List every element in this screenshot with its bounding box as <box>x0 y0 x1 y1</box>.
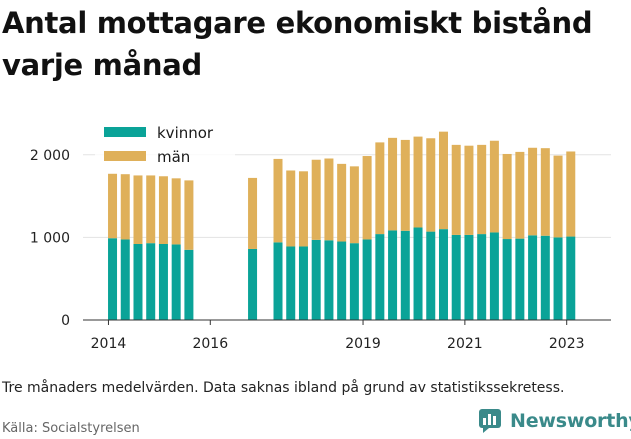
chart-title: Antal mottagare ekonomiskt bistånd varje… <box>2 6 593 82</box>
bar-man <box>286 170 296 247</box>
bar-kvinnor <box>171 244 181 320</box>
bar-kvinnor <box>184 249 194 320</box>
y-tick-label: 1 000 <box>30 230 70 246</box>
bar-man <box>413 136 423 228</box>
bar-man <box>349 166 359 244</box>
bar-man <box>324 158 334 241</box>
bar-kvinnor <box>388 230 398 320</box>
bar-man <box>298 171 308 247</box>
bar-man <box>375 142 385 235</box>
bar-kvinnor <box>413 227 423 320</box>
bar-kvinnor <box>502 239 512 320</box>
legend-swatch <box>104 151 146 161</box>
y-tick-label: 2 000 <box>30 148 70 164</box>
bar-kvinnor <box>158 244 168 320</box>
stacked-bar-chart: 0 1 000 2 000 2014 2016 2019 2021 2023 kvinnor mä… <box>30 120 611 352</box>
bar-kvinnor <box>451 234 461 320</box>
bar-kvinnor <box>489 232 499 320</box>
bar-kvinnor <box>362 239 372 320</box>
bar-man <box>426 138 436 232</box>
bar-kvinnor <box>286 246 296 320</box>
x-tick-label: 2016 <box>192 336 228 352</box>
bar-kvinnor <box>311 239 321 320</box>
bar-kvinnor <box>515 238 525 320</box>
x-tick-label: 2014 <box>91 336 127 352</box>
bar-kvinnor <box>337 241 347 320</box>
bar-kvinnor <box>540 235 550 320</box>
legend-swatch <box>104 127 146 137</box>
bar-man <box>362 156 372 240</box>
bar-man <box>120 174 130 240</box>
bar-man <box>184 180 194 250</box>
x-tick-label: 2021 <box>447 336 483 352</box>
bar-man <box>171 178 181 245</box>
bar-man <box>566 151 576 237</box>
bar-man <box>515 151 525 239</box>
x-tick-label: 2019 <box>345 336 381 352</box>
bar-man <box>477 144 487 235</box>
bar-kvinnor <box>298 246 308 320</box>
bar-kvinnor <box>438 229 448 320</box>
bar-kvinnor <box>375 234 385 320</box>
bar-man <box>311 159 321 240</box>
bar-man <box>489 140 499 233</box>
bar-kvinnor <box>146 243 156 320</box>
bar-kvinnor <box>120 239 130 320</box>
bar-man <box>337 163 347 242</box>
bar-man <box>438 131 448 230</box>
bar-man <box>248 177 258 249</box>
bar-man <box>146 175 156 244</box>
bar-man <box>540 148 550 236</box>
source-label: Källa: Socialstyrelsen <box>2 421 140 436</box>
bar-kvinnor <box>464 234 474 320</box>
bar-man <box>553 155 563 238</box>
bar-man <box>464 145 474 235</box>
bar-kvinnor <box>426 231 436 320</box>
footnote: Tre månaders medelvärden. Data saknas ib… <box>2 380 565 396</box>
bar-kvinnor <box>273 242 283 320</box>
bar-man <box>451 144 461 235</box>
bar-man <box>388 137 398 231</box>
bar-kvinnor <box>133 244 143 320</box>
bar-kvinnor <box>400 230 410 320</box>
bar-man <box>108 173 118 239</box>
bar-chart-logo-icon <box>479 409 501 433</box>
legend-label: kvinnor <box>157 124 214 142</box>
bar-kvinnor <box>108 238 118 320</box>
bar-man <box>528 147 538 236</box>
bar-kvinnor <box>566 236 576 320</box>
bar-kvinnor <box>349 243 359 320</box>
bar-kvinnor <box>477 234 487 320</box>
brand-name: Newsworthy <box>510 410 631 432</box>
newsworthy-logo[interactable]: Newsworthy <box>478 408 631 434</box>
bar-kvinnor <box>528 235 538 320</box>
bar-man <box>133 175 143 244</box>
y-tick-label: 0 <box>61 313 70 329</box>
x-tick-label: 2023 <box>549 336 585 352</box>
bar-kvinnor <box>248 248 258 320</box>
bar-man <box>400 139 410 231</box>
bar-man <box>502 153 512 240</box>
bar-man <box>158 176 168 244</box>
bar-man <box>273 158 283 243</box>
bar-kvinnor <box>324 240 334 320</box>
legend-label: män <box>157 148 190 166</box>
bar-kvinnor <box>553 237 563 320</box>
